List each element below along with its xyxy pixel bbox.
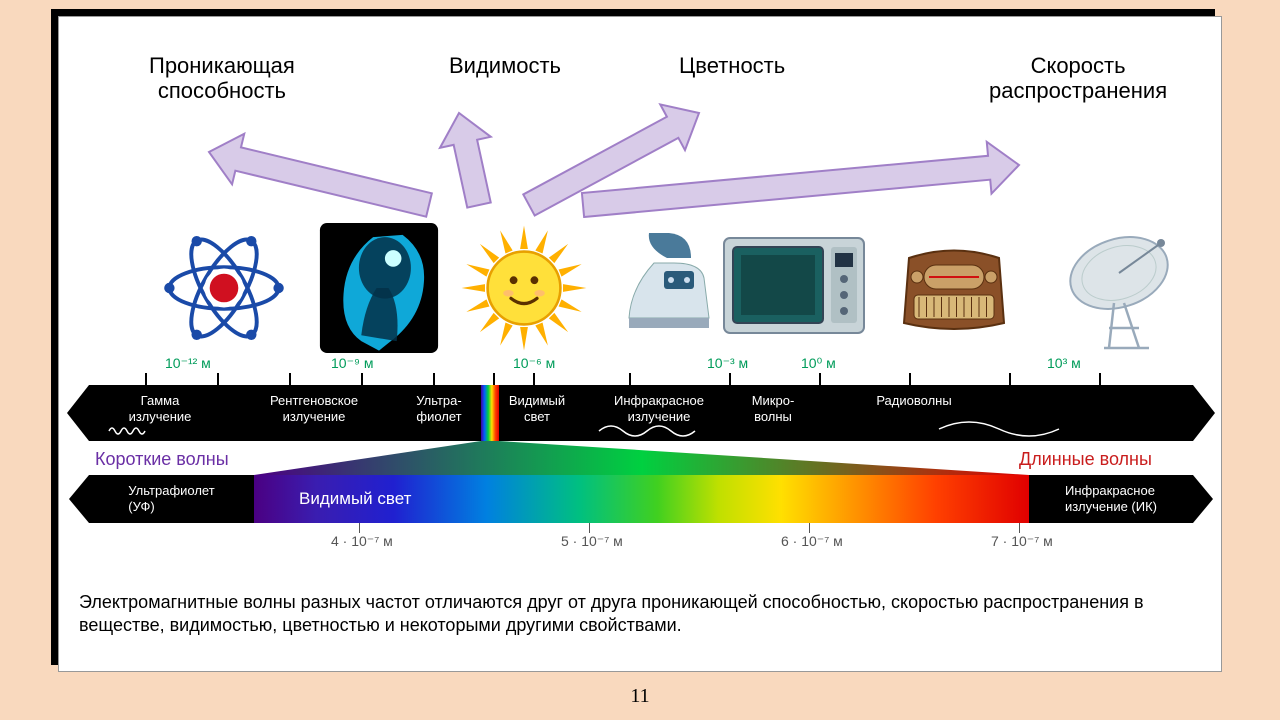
visible-wavelength-label: 4 · 10⁻⁷ м bbox=[331, 533, 393, 550]
iron-icon bbox=[619, 223, 719, 358]
slide: Проникающая способностьВидимостьЦветност… bbox=[58, 16, 1222, 672]
wavelength-label: 10⁻⁶ м bbox=[513, 355, 555, 372]
property-arrows bbox=[59, 17, 1223, 227]
visible-spectrum-bar: Ультрафиолет (УФ) Видимый свет Инфракрасно… bbox=[89, 475, 1193, 523]
xray-icon bbox=[319, 223, 439, 358]
radio-icon bbox=[889, 223, 1019, 348]
microwave-icon bbox=[719, 223, 869, 348]
dish-icon bbox=[1049, 223, 1199, 368]
sun-icon bbox=[459, 223, 589, 358]
visible-wavelength-label: 5 · 10⁻⁷ м bbox=[561, 533, 623, 550]
icon-row bbox=[79, 223, 1201, 353]
wavelength-label: 10⁻⁹ м bbox=[331, 355, 373, 372]
wavelength-label: 10⁰ м bbox=[801, 355, 836, 372]
caption: Электромагнитные волны разных частот отл… bbox=[79, 591, 1201, 638]
visible-wavelength-label: 6 · 10⁻⁷ м bbox=[781, 533, 843, 550]
wavelength-label: 10⁻³ м bbox=[707, 355, 748, 372]
wavelength-label: 10³ м bbox=[1047, 355, 1081, 371]
atom-icon bbox=[159, 223, 289, 358]
visible-light-label: Видимый свет bbox=[299, 489, 411, 509]
uv-endcap: Ультрафиолет (УФ) bbox=[89, 475, 254, 523]
spectrum-bar: Гамма излучениеРентгеновское излучениеУл… bbox=[89, 385, 1193, 441]
visible-wavelength-label: 7 · 10⁻⁷ м bbox=[991, 533, 1053, 550]
page-number: 11 bbox=[630, 685, 649, 708]
wavelength-label: 10⁻¹² м bbox=[165, 355, 211, 372]
ir-endcap: Инфракрасное излучение (ИК) bbox=[1029, 475, 1193, 523]
